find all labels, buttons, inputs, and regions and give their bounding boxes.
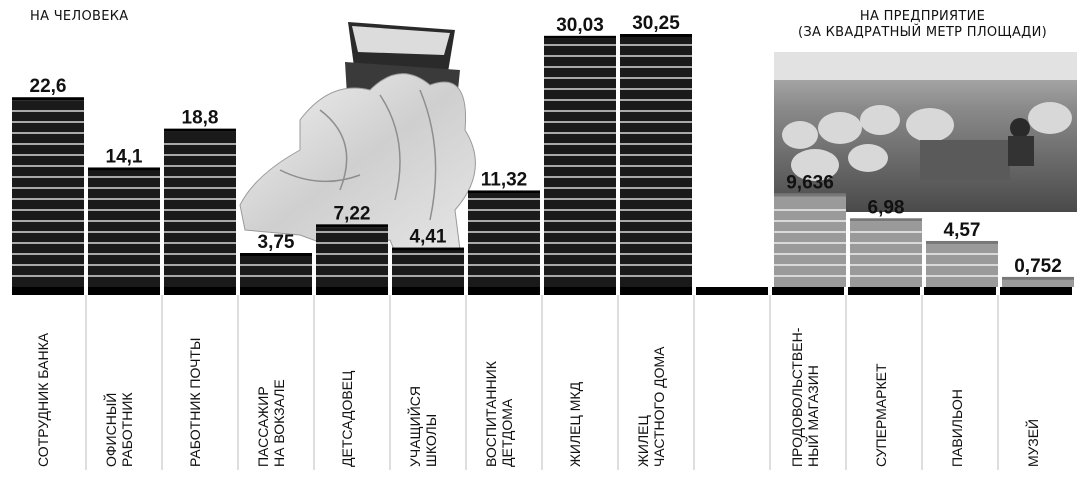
category-label: СОТРУДНИК БАНКА bbox=[35, 332, 51, 467]
bar-value-label: 4,41 bbox=[410, 227, 447, 248]
bar bbox=[316, 224, 388, 287]
bar-value-label: 9,636 bbox=[786, 172, 834, 193]
baseline-segment bbox=[468, 287, 540, 295]
bar-value-label: 22,6 bbox=[30, 76, 67, 97]
baseline-segment bbox=[164, 287, 236, 295]
category-label: ПАССАЖИР bbox=[255, 386, 271, 467]
bar bbox=[240, 253, 312, 287]
bar-cap bbox=[240, 253, 312, 257]
bar-fill bbox=[620, 37, 692, 287]
bar bbox=[926, 240, 998, 287]
category-label: УЧАЩИЙСЯ bbox=[406, 386, 423, 467]
category-label: МУЗЕЙ bbox=[1024, 419, 1041, 467]
bar-cap bbox=[850, 218, 922, 222]
bar bbox=[1002, 276, 1074, 287]
bar-cap bbox=[620, 34, 692, 37]
bar-cap bbox=[392, 247, 464, 251]
bar-value-label: 11,32 bbox=[481, 169, 528, 190]
baseline-segment bbox=[620, 287, 692, 295]
baseline-segment bbox=[316, 287, 388, 295]
bar-value-label: 0,752 bbox=[1014, 256, 1062, 277]
bar-fill bbox=[1002, 279, 1074, 287]
category-label: ПРОДОВОЛЬСТВЕН- bbox=[789, 327, 805, 467]
category-label: ОФИСНЫЙ bbox=[102, 393, 119, 467]
bar-cap bbox=[316, 224, 388, 228]
baseline-segment bbox=[848, 287, 920, 295]
category-label: ДЕТДОМА bbox=[499, 398, 515, 467]
baseline-segment bbox=[392, 287, 464, 295]
bar bbox=[620, 34, 692, 287]
baseline-segment bbox=[88, 287, 160, 295]
section-title-per-enterprise-line1: НА ПРЕДПРИЯТИЕ bbox=[859, 9, 986, 24]
baseline-segment bbox=[696, 287, 768, 295]
bar-fill bbox=[164, 131, 236, 287]
category-label: НЫЙ МАГАЗИН bbox=[804, 365, 821, 467]
category-label: ЖИЛЕЦ bbox=[635, 414, 651, 467]
category-label: ЧАСТНОГО ДОМА bbox=[651, 346, 667, 467]
bar-value-label: 30,03 bbox=[556, 15, 604, 36]
baseline-segment bbox=[924, 287, 996, 295]
category-label: НА ВОКЗАЛЕ bbox=[271, 379, 287, 467]
bar-cap bbox=[88, 167, 160, 171]
bar bbox=[468, 190, 540, 287]
baseline-segment bbox=[240, 287, 312, 295]
bar-fill bbox=[392, 250, 464, 287]
bar-fill bbox=[774, 196, 846, 287]
bar-value-label: 18,8 bbox=[182, 108, 219, 129]
bar bbox=[12, 97, 84, 287]
bar-fill bbox=[240, 256, 312, 287]
bar bbox=[88, 167, 160, 287]
category-label: ПАВИЛЬОН bbox=[949, 389, 965, 467]
bar-fill bbox=[12, 100, 84, 287]
bar-value-label: 6,98 bbox=[868, 197, 905, 218]
baseline-segment bbox=[1000, 287, 1072, 295]
bar-fill bbox=[316, 227, 388, 287]
baseline-segment bbox=[12, 287, 84, 295]
bar bbox=[850, 218, 922, 287]
category-label: ШКОЛЫ bbox=[423, 414, 439, 467]
category-label: ДЕТСАДОВЕЦ bbox=[339, 370, 355, 467]
section-title-per-enterprise: НА ПРЕДПРИЯТИЕ (ЗА КВАДРАТНЫЙ МЕТР ПЛОЩА… bbox=[770, 9, 1075, 41]
bar-fill bbox=[468, 193, 540, 287]
trash-bags-illustration bbox=[239, 22, 476, 253]
bar-value-label: 30,25 bbox=[632, 13, 680, 34]
category-label: ЖИЛЕЦ МКД bbox=[567, 381, 583, 467]
bar bbox=[392, 247, 464, 287]
bar-cap bbox=[926, 240, 998, 244]
bar-cap bbox=[774, 193, 846, 197]
bar-cap bbox=[1002, 276, 1074, 280]
category-label: СУПЕРМАРКЕТ bbox=[873, 363, 889, 467]
bar-cap bbox=[12, 97, 84, 101]
section-title-per-enterprise-line2: (ЗА КВАДРАТНЫЙ МЕТР ПЛОЩАДИ) bbox=[798, 25, 1047, 40]
bar bbox=[164, 128, 236, 287]
category-label: РАБОТНИК ПОЧТЫ bbox=[187, 338, 203, 467]
bar bbox=[774, 193, 846, 287]
bar-cap bbox=[544, 35, 616, 39]
baseline-segment bbox=[772, 287, 844, 295]
section-title-per-person: НА ЧЕЛОВЕКА bbox=[30, 9, 129, 24]
baseline-segment bbox=[544, 287, 616, 295]
bar-value-label: 14,1 bbox=[106, 146, 143, 167]
bar-fill bbox=[88, 170, 160, 287]
bar-cap bbox=[164, 128, 236, 132]
bar-value-label: 7,22 bbox=[334, 203, 371, 224]
bar-fill bbox=[544, 38, 616, 288]
category-label: РАБОТНИК bbox=[119, 392, 135, 467]
bar-cap bbox=[468, 190, 540, 194]
bar-value-label: 4,57 bbox=[944, 220, 981, 241]
post-office-photo bbox=[774, 52, 1077, 212]
bar bbox=[544, 35, 616, 288]
bar-value-label: 3,75 bbox=[258, 232, 295, 253]
category-label: ВОСПИТАННИК bbox=[483, 360, 499, 467]
